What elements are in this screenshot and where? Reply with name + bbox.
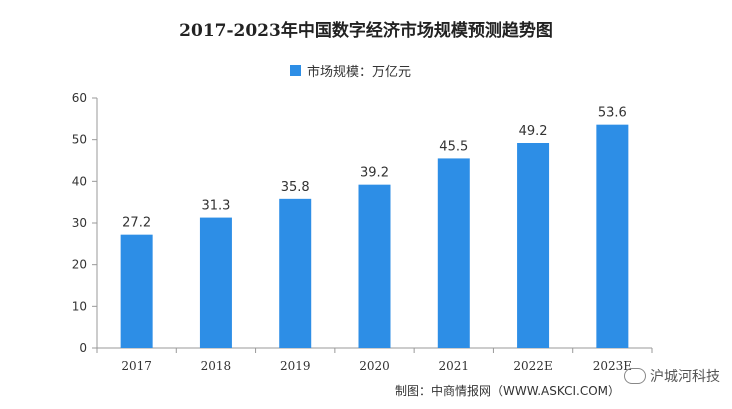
- source-credit: 制图：中商情报网（WWW.ASKCI.COM）: [395, 384, 620, 398]
- bar: [279, 198, 312, 348]
- bar: [358, 184, 391, 348]
- data-label: 31.3: [201, 199, 230, 214]
- y-tick-label: 0: [79, 341, 87, 355]
- y-tick-label: 20: [72, 258, 87, 272]
- chart-title: 2017-2023年中国数字经济市场规模预测趋势图: [179, 21, 553, 41]
- y-tick-label: 60: [72, 91, 87, 105]
- data-label: 53.6: [598, 106, 627, 121]
- x-tick-label: 2019: [280, 359, 311, 373]
- bar: [517, 143, 550, 348]
- data-label: 39.2: [360, 166, 389, 181]
- data-label: 35.8: [281, 180, 310, 195]
- wechat-watermark: 沪城河科技: [624, 366, 720, 386]
- legend-label: 市场规模：万亿元: [307, 65, 412, 80]
- data-label: 27.2: [122, 216, 151, 231]
- x-tick-label: 2017: [121, 359, 152, 373]
- legend-swatch: [290, 65, 301, 76]
- bar: [596, 124, 629, 349]
- bar: [437, 158, 470, 348]
- bar: [199, 217, 232, 348]
- x-tick-label: 2020: [359, 359, 390, 373]
- data-label: 49.2: [519, 124, 548, 139]
- y-tick-label: 50: [72, 133, 87, 147]
- x-tick-label: 2021: [439, 359, 470, 373]
- wechat-account-name: 沪城河科技: [650, 369, 720, 385]
- legend: 市场规模：万亿元: [290, 61, 411, 80]
- x-tick-label: 2023E: [593, 359, 632, 373]
- y-tick-label: 40: [72, 174, 87, 188]
- bar: [120, 234, 153, 348]
- y-tick-label: 10: [72, 299, 87, 313]
- x-tick-label: 2018: [201, 359, 232, 373]
- y-tick-label: 30: [72, 216, 87, 230]
- x-tick-label: 2022E: [513, 359, 552, 373]
- data-label: 45.5: [439, 139, 468, 154]
- wechat-icon: [624, 368, 646, 384]
